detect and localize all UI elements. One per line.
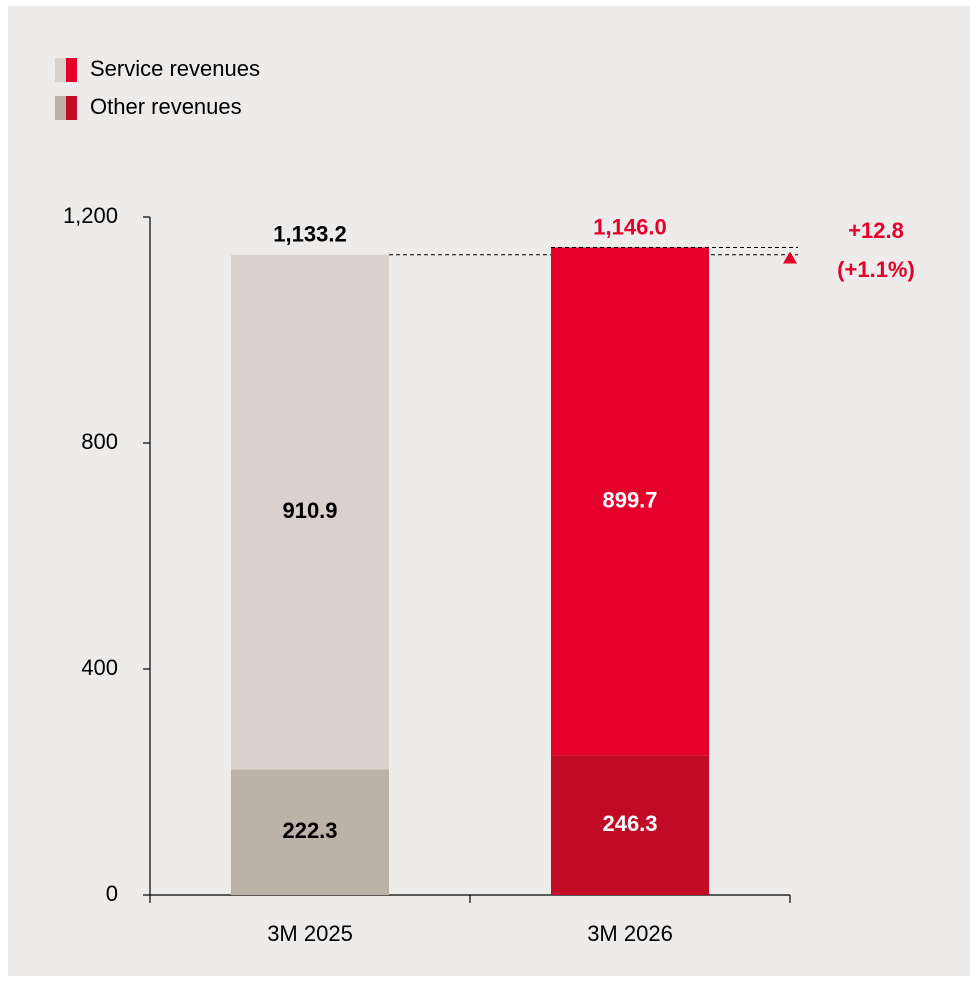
value-label: 222.3 <box>282 818 337 843</box>
delta-label: +12.8 <box>848 218 904 243</box>
legend-swatch <box>66 96 77 120</box>
value-label: 246.3 <box>602 811 657 836</box>
total-label: 1,133.2 <box>273 222 346 247</box>
delta-marker <box>783 251 797 264</box>
bar-segment <box>551 755 709 895</box>
legend-label: Other revenues <box>90 94 242 119</box>
total-label: 1,146.0 <box>593 214 666 239</box>
legend-swatch <box>55 58 66 82</box>
bar-segment <box>231 254 389 770</box>
bar-segment <box>551 247 709 756</box>
value-label: 899.7 <box>602 487 657 512</box>
delta-percent: (+1.1%) <box>837 257 915 282</box>
x-tick-label: 3M 2025 <box>267 921 353 946</box>
bar-segment <box>231 769 389 895</box>
y-tick-label: 800 <box>81 429 118 454</box>
legend-label: Service revenues <box>90 56 260 81</box>
y-tick-label: 400 <box>81 655 118 680</box>
legend-swatch <box>66 58 77 82</box>
y-tick-label: 0 <box>106 881 118 906</box>
background <box>8 6 970 976</box>
value-label: 910.9 <box>282 498 337 523</box>
legend-swatch <box>55 96 66 120</box>
x-tick-label: 3M 2026 <box>587 921 673 946</box>
y-tick-label: 1,200 <box>63 203 118 228</box>
